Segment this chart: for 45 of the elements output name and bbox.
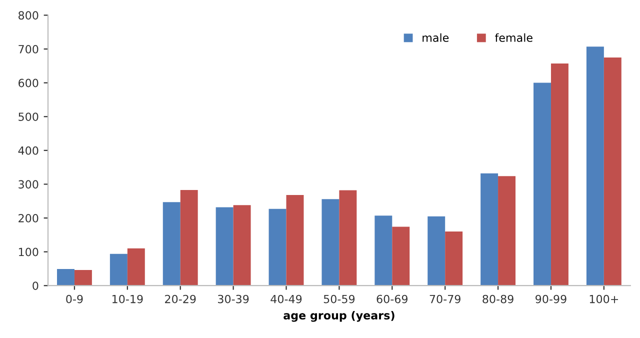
bar — [480, 173, 498, 286]
bar — [286, 195, 304, 286]
x-tick-label: 90-99 — [536, 294, 566, 304]
bar — [322, 199, 340, 286]
bar — [233, 205, 251, 286]
x-tick-label: 60-69 — [376, 294, 408, 304]
x-tick-label: 0-9 — [66, 294, 83, 304]
bar — [110, 254, 128, 286]
bar — [586, 46, 604, 286]
legend-label: female — [494, 33, 532, 42]
y-tick-label: 0 — [32, 282, 38, 290]
legend-label: male — [422, 33, 449, 42]
bar — [534, 82, 551, 286]
x-tick-label: 100+ — [590, 294, 618, 304]
x-tick-label: 10-19 — [112, 294, 143, 304]
y-tick-label: 800 — [18, 11, 38, 20]
x-tick-label: 70-79 — [430, 294, 460, 304]
bar — [180, 190, 198, 286]
y-tick-label: 600 — [18, 78, 38, 88]
bar — [550, 64, 568, 286]
bar — [498, 176, 516, 286]
bar — [604, 57, 622, 286]
x-axis-title: age group (years) — [284, 310, 394, 322]
bar — [445, 232, 463, 286]
bar — [268, 208, 286, 286]
bar — [392, 226, 410, 286]
bar — [216, 207, 234, 286]
bar — [339, 190, 357, 286]
bar — [374, 216, 392, 286]
x-tick-label: 50-59 — [324, 294, 355, 304]
y-tick-label: 500 — [18, 112, 38, 121]
x-tick-label: 20-29 — [165, 294, 196, 304]
y-tick-label: 200 — [18, 214, 38, 222]
x-tick-label: 30-39 — [218, 294, 249, 304]
y-tick-label: 300 — [18, 180, 38, 189]
y-tick-label: 400 — [18, 146, 38, 155]
y-tick-label: 700 — [18, 44, 38, 54]
x-tick-label: 40-49 — [270, 294, 302, 304]
x-tick-label: 80-89 — [482, 294, 514, 304]
bar — [57, 269, 74, 286]
bar — [74, 270, 92, 286]
bar — [162, 202, 180, 286]
bar — [428, 216, 446, 286]
y-tick-label: 100 — [18, 248, 38, 256]
bar — [127, 248, 145, 286]
